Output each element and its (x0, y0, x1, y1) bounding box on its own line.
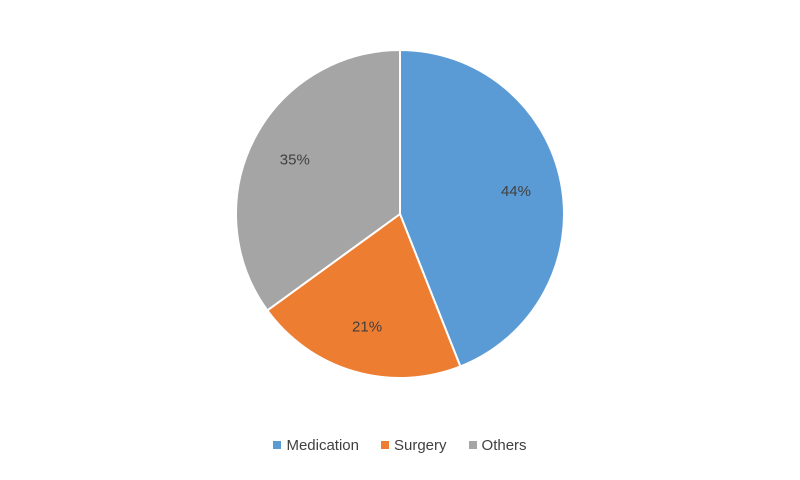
legend-label-medication: Medication (286, 436, 359, 454)
data-label-surgery: 21% (352, 318, 382, 335)
pie-slice-surgery (265, 212, 462, 379)
legend: Medication Surgery Others (0, 433, 800, 457)
data-label-others: 35% (280, 151, 310, 168)
legend-swatch-surgery (381, 441, 389, 449)
legend-item-others: Others (468, 436, 527, 454)
pie-slice-others (235, 48, 401, 312)
legend-label-others: Others (481, 436, 527, 454)
legend-item-surgery: Surgery (381, 437, 447, 454)
pie-plot-area: 44% 21% 35% (235, 48, 565, 379)
legend-swatch-others (468, 441, 477, 449)
legend-label-surgery: Surgery (394, 436, 447, 454)
pie-slice-medication (399, 48, 565, 368)
data-label-medication: 44% (501, 183, 531, 200)
legend-item-medication: Medication (273, 437, 359, 454)
legend-swatch-medication (273, 441, 282, 449)
